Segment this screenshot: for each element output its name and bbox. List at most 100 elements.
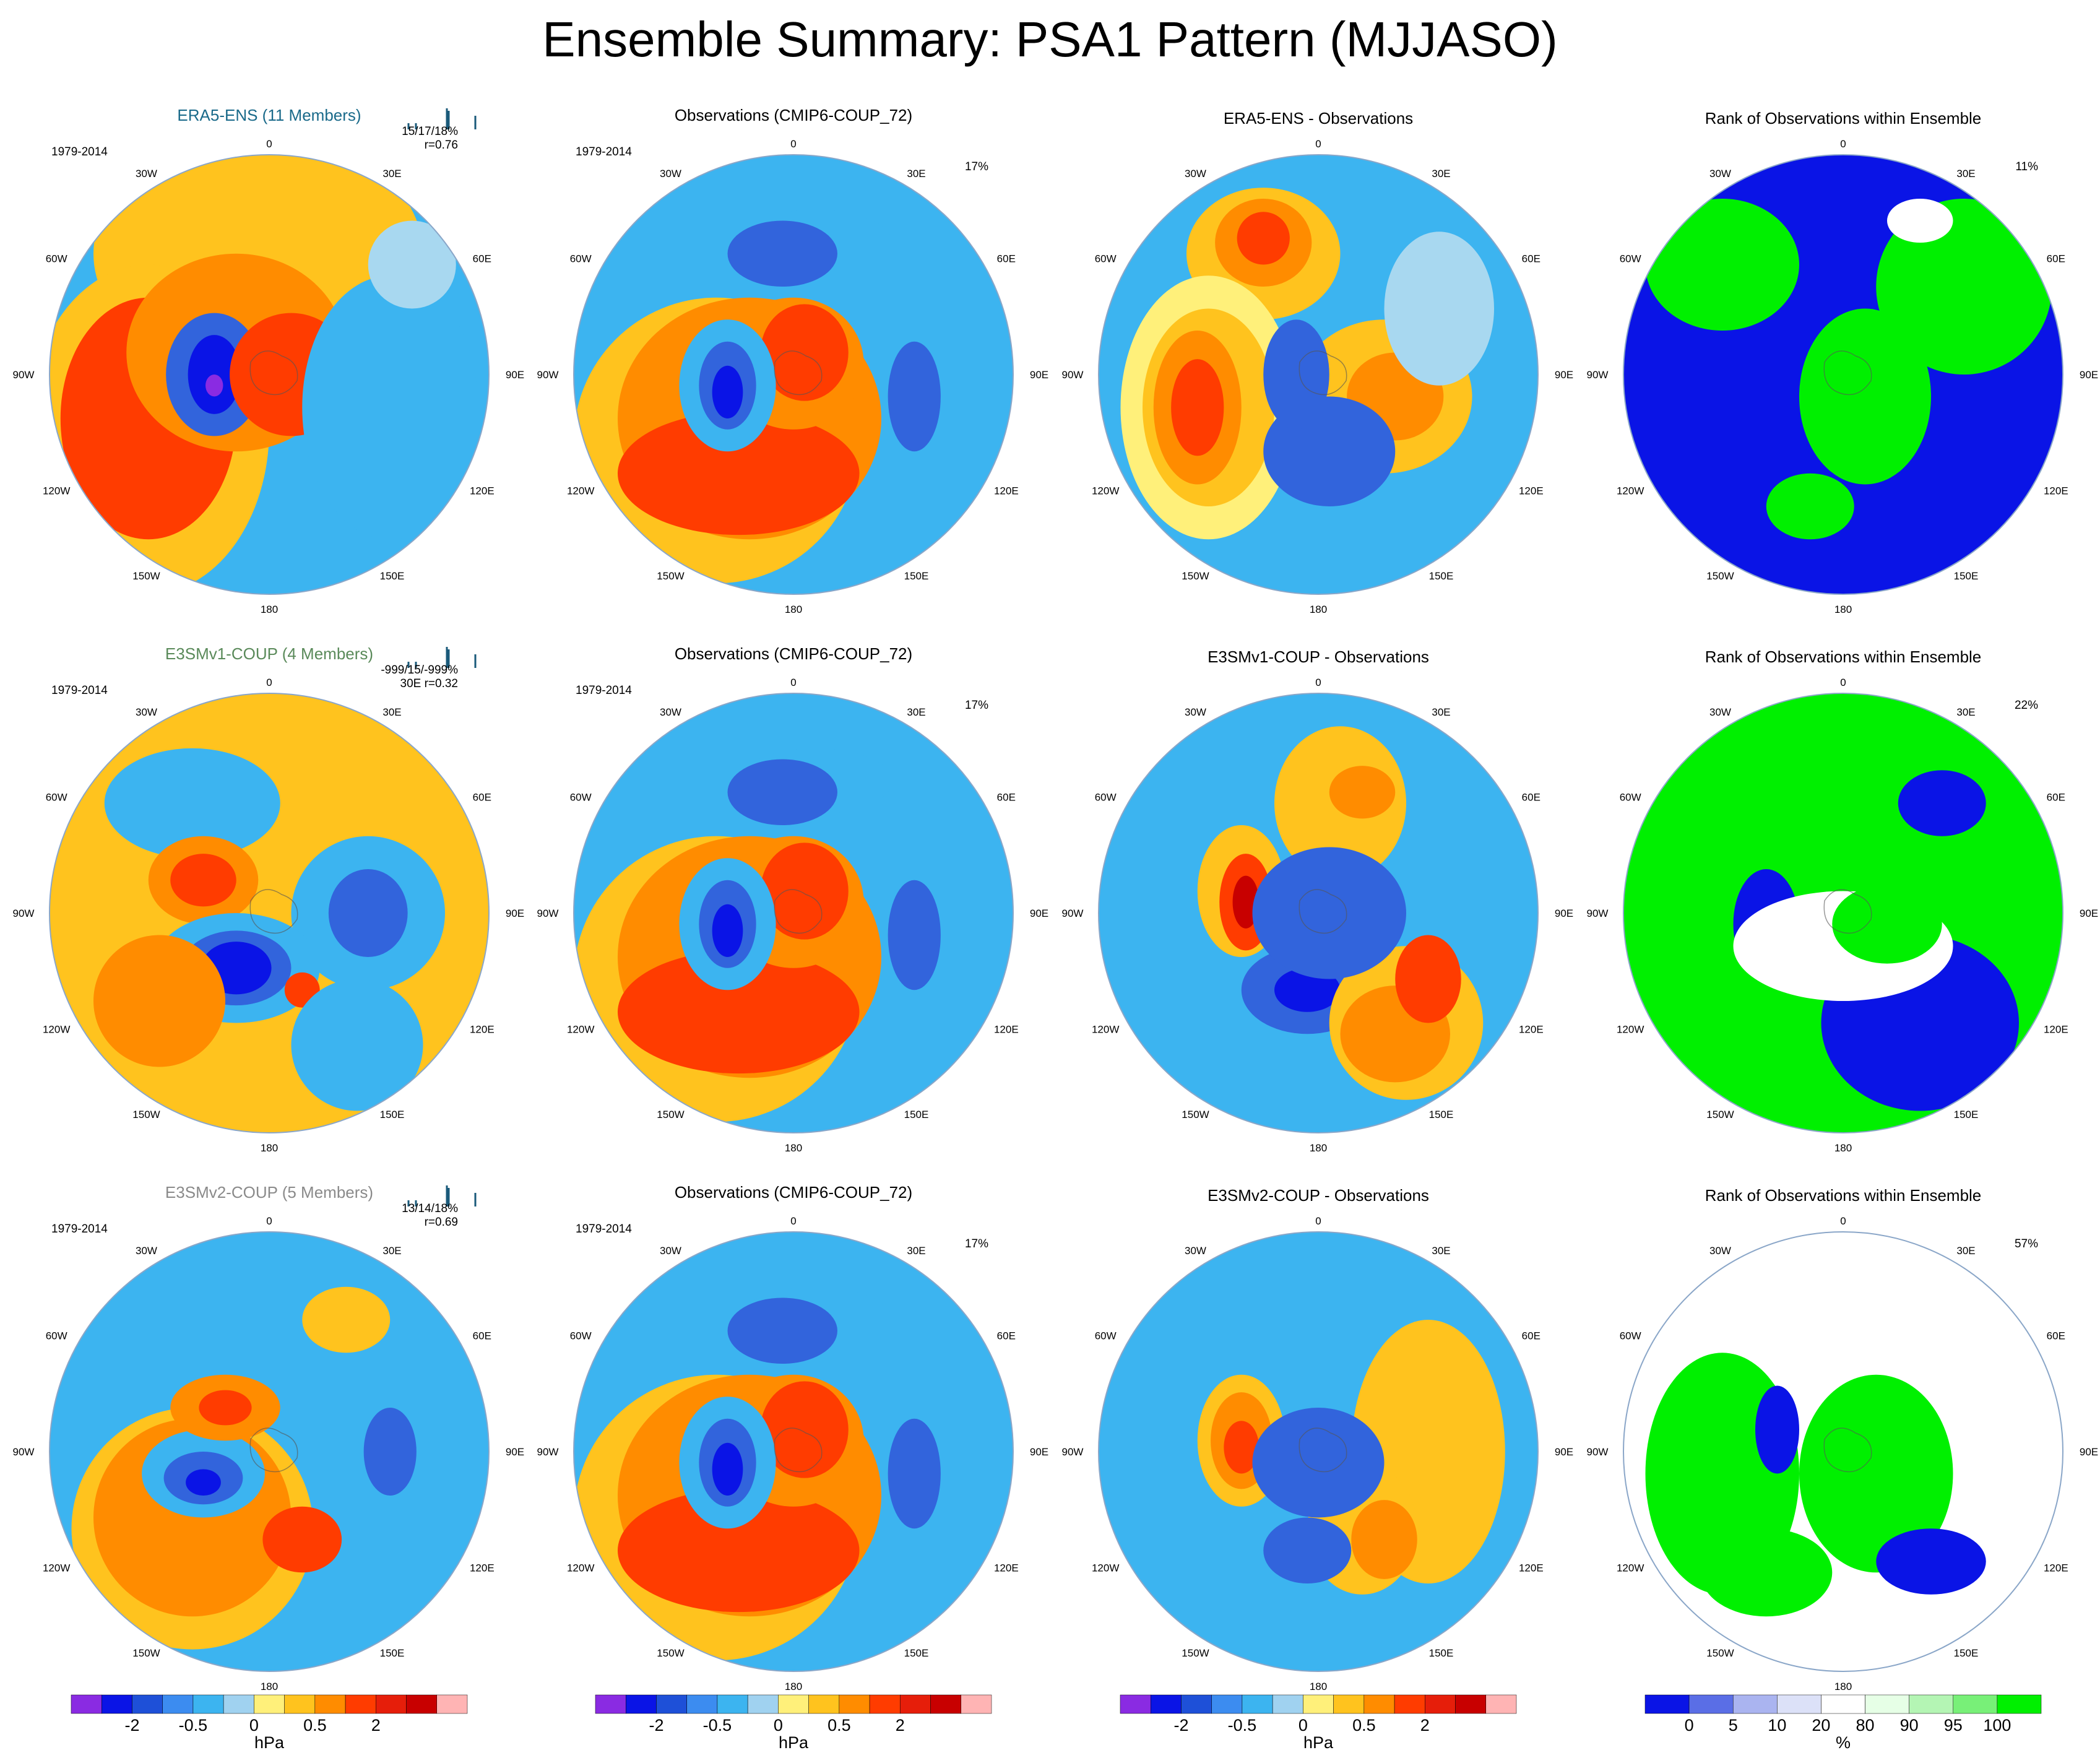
- colorbar-swatch-0: [1644, 1694, 1690, 1714]
- field-contour-8: [302, 275, 478, 540]
- ensemble-correlation: r=0.76: [425, 139, 458, 152]
- field-contour-8: [888, 1418, 941, 1529]
- field-contour-2: [1898, 770, 1986, 836]
- colorbar-swatch-1: [625, 1694, 657, 1714]
- ensemble-title: E3SMv1-COUP (4 Members): [165, 644, 373, 663]
- colorbar-swatch-2: [132, 1694, 163, 1714]
- lon-label-150E: 150E: [1954, 1109, 1979, 1120]
- colorbar-swatch-2: [1732, 1694, 1778, 1714]
- field-contour-6: [199, 1390, 252, 1426]
- colorbar-swatch-5: [1272, 1694, 1303, 1714]
- lon-label-150E: 150E: [904, 1109, 929, 1120]
- map-boundary: [1098, 154, 1539, 595]
- lon-label-150E: 150E: [904, 570, 929, 582]
- lon-label-150W: 150W: [1706, 1109, 1734, 1120]
- period-label: 1979-2014: [51, 1223, 108, 1236]
- lon-label-90E: 90E: [1030, 369, 1048, 381]
- map-boundary: [1098, 693, 1539, 1133]
- colorbar-swatch-8: [839, 1694, 870, 1714]
- field-contour-4: [186, 1469, 221, 1496]
- field-contour-5: [1351, 1500, 1417, 1579]
- colorbar-swatch-2: [1181, 1694, 1212, 1714]
- colorbar-swatch-11: [406, 1694, 438, 1714]
- lon-label-30W: 30W: [136, 168, 157, 180]
- lon-label-150W: 150W: [657, 1647, 684, 1659]
- period-label: 1979-2014: [51, 684, 108, 697]
- lon-label-30E: 30E: [1956, 168, 1975, 180]
- colorbar-tick-7: 100: [1983, 1716, 2011, 1735]
- lon-label-30W: 30W: [136, 706, 157, 718]
- lon-label-top: 0: [266, 677, 272, 688]
- ensemble-map-1: 0 180 30W 30E 60W 60E 90W 90E 120W 120E 150W 150E 19…: [13, 677, 525, 1154]
- coastline: [1298, 1427, 1347, 1473]
- colorbar-tick-4: 2: [371, 1716, 381, 1735]
- colorbar-swatch-9: [345, 1694, 376, 1714]
- lon-label-150E: 150E: [1429, 570, 1454, 582]
- lon-label-60E: 60E: [2047, 792, 2065, 804]
- colorbar-label: %: [1836, 1733, 1851, 1752]
- lon-label-90E: 90E: [1555, 369, 1573, 381]
- lon-label-120E: 120E: [2044, 1562, 2068, 1574]
- lon-label-120W: 120W: [1617, 485, 1644, 497]
- map-boundary: [1623, 693, 2063, 1133]
- field-contour-10: [727, 220, 837, 287]
- lon-label-top: 0: [1840, 677, 1846, 688]
- colorbar-swatch-5: [223, 1694, 254, 1714]
- lon-label-60W: 60W: [570, 792, 592, 804]
- field-contour-2: [618, 1489, 860, 1613]
- lon-label-60E: 60E: [473, 1330, 491, 1342]
- field-contour-4: [760, 843, 849, 940]
- lon-label-120E: 120E: [1519, 1562, 1544, 1574]
- field-contour-4: [1700, 1528, 1833, 1617]
- colorbar-tick-3: 20: [1812, 1716, 1830, 1735]
- lon-label-top: 0: [1315, 677, 1321, 688]
- period-label: 1979-2014: [576, 684, 632, 697]
- field-contour-9: [368, 220, 456, 309]
- lon-label-120W: 120W: [43, 485, 70, 497]
- lon-label-120E: 120E: [2044, 485, 2068, 497]
- lon-label-120E: 120E: [2044, 1024, 2068, 1036]
- rank-title: Rank of Observations within Ensemble: [1705, 648, 1982, 666]
- lon-label-60W: 60W: [46, 1330, 67, 1342]
- colorbar-tick-1: -0.5: [703, 1716, 732, 1735]
- lon-label-top: 0: [266, 138, 272, 150]
- observation-title: Observations (CMIP6-COUP_72): [675, 644, 912, 663]
- colorbar-swatch-5: [747, 1694, 779, 1714]
- field-contour-7: [712, 365, 743, 419]
- lon-label-bottom: 180: [261, 1142, 278, 1154]
- colorbar-tick-3: 0.5: [1352, 1716, 1376, 1735]
- lon-label-90E: 90E: [2080, 1446, 2098, 1458]
- lon-label-120W: 120W: [1092, 1562, 1119, 1574]
- lon-label-30E: 30E: [1956, 706, 1975, 718]
- lon-label-120E: 120E: [1519, 1024, 1544, 1036]
- field-contour-8: [363, 1408, 417, 1496]
- lon-label-120W: 120W: [567, 1562, 594, 1574]
- lon-label-bottom: 180: [1834, 1142, 1852, 1154]
- colorbar-swatch-9: [869, 1694, 901, 1714]
- difference-map-2: 0 180 30W 30E 60W 60E 90W 90E 120W 120E 150W 150E: [1062, 1215, 1574, 1692]
- ensemble-map-0: 0 180 30W 30E 60W 60E 90W 90E 120W 120E 150W 150E 19…: [13, 138, 525, 615]
- difference-map-0: 0 180 30W 30E 60W 60E 90W 90E 120W 120E 150W 150E: [1062, 138, 1574, 615]
- colorbar-swatch-10: [900, 1694, 931, 1714]
- colorbar-swatch-6: [1303, 1694, 1334, 1714]
- field-contour-8: [888, 341, 941, 452]
- period-label: 1979-2014: [51, 145, 108, 158]
- lon-label-120E: 120E: [470, 485, 495, 497]
- lon-label-bottom: 180: [785, 1681, 802, 1692]
- lon-label-60W: 60W: [1620, 792, 1641, 804]
- lon-label-120W: 120W: [1617, 1024, 1644, 1036]
- colorbar-label: hPa: [1303, 1733, 1334, 1752]
- map-boundary: [573, 154, 1014, 595]
- lon-label-30E: 30E: [1432, 168, 1450, 180]
- lon-label-top: 0: [1315, 138, 1321, 150]
- colorbar-swatch-7: [808, 1694, 840, 1714]
- coastline: [249, 350, 298, 396]
- lon-label-90W: 90W: [1587, 907, 1609, 919]
- lon-label-120E: 120E: [1519, 485, 1544, 497]
- lon-label-top: 0: [790, 1215, 796, 1227]
- lon-label-60E: 60E: [1522, 792, 1540, 804]
- lon-label-60E: 60E: [1522, 253, 1540, 265]
- ensemble-correlation: r=0.69: [425, 1216, 458, 1229]
- lon-label-90E: 90E: [1555, 907, 1573, 919]
- field-contour-8: [888, 880, 941, 990]
